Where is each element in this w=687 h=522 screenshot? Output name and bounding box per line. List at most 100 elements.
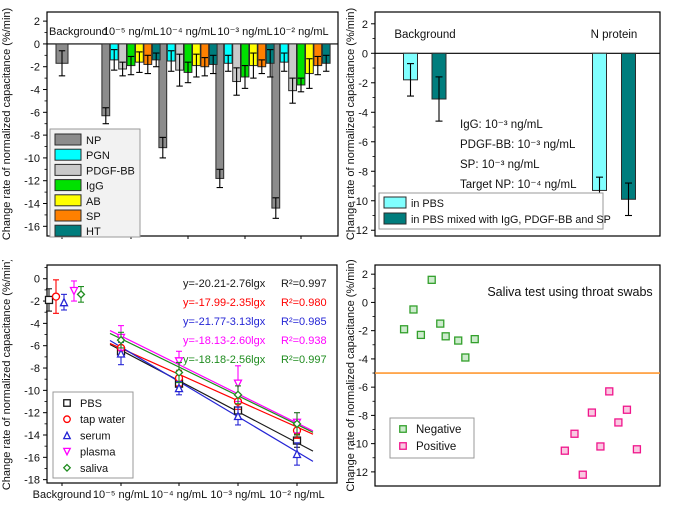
legend-label: SP: [86, 211, 101, 223]
annotation-line: SP: 10⁻³ ng/mL: [460, 159, 540, 171]
data-point-saliva: [174, 368, 184, 377]
fit-r-squared: R²=0.997: [281, 278, 327, 290]
y-tick-label: -16: [24, 452, 40, 464]
x-tick-label: 10⁻⁵ ng/mL: [93, 489, 149, 501]
fit-equation: y=-17.99-2.35lgx: [183, 297, 266, 309]
y-tick-label: -2: [358, 326, 368, 338]
plot-frame: [374, 264, 661, 487]
y-tick-label: -16: [24, 221, 40, 233]
plot-frame: [46, 264, 338, 484]
legend-marker-negative: [399, 425, 407, 433]
y-tick-label: -10: [352, 439, 368, 451]
data-point-negative: [441, 332, 450, 341]
bar-np: [101, 43, 111, 117]
data-point-positive: [632, 445, 642, 454]
data-point-saliva: [233, 390, 243, 400]
data-point-negative: [399, 325, 409, 334]
data-point-plasma: [174, 357, 184, 367]
y-tick-label: 0: [34, 39, 40, 51]
fit-equation: y=-20.21-2.76lgx: [183, 278, 266, 290]
data-point-positive: [587, 408, 597, 417]
panel-title: Saliva test using throat swabs: [487, 285, 652, 299]
fit-equation: y=-18.18-2.56lgx: [183, 354, 266, 366]
y-tick-label: 0: [362, 297, 368, 309]
annotation-line: IgG: 10⁻³ ng/mL: [460, 119, 543, 131]
bar-n-protein: [592, 52, 607, 191]
panel-c-calibration-scatter-chart: 0 -2 -4 -6 -8 -10 -12 -14 -16 -18 Change rate of n…: [1, 260, 338, 501]
legend-marker-saliva: [62, 463, 72, 472]
legend-label: saliva: [80, 463, 109, 475]
group-label: 10⁻⁴ ng/mL: [160, 26, 216, 38]
data-point-negative: [454, 336, 463, 345]
legend-swatch-pdgf-bb: [54, 163, 82, 176]
x-tick-label: 10⁻⁴ ng/mL: [151, 489, 207, 501]
legend-label: serum: [80, 430, 111, 442]
y-tick-label: -6: [358, 382, 368, 394]
annotation-line: Target NP: 10⁻⁴ ng/mL: [460, 179, 577, 191]
y-tick-label: -4: [358, 354, 368, 366]
y-tick-label: -8: [358, 166, 368, 178]
fit-line-tap-water: [109, 342, 314, 435]
fit-line-saliva: [109, 332, 314, 433]
data-point-saliva: [116, 335, 126, 345]
legend-label: in PBS: [411, 198, 444, 210]
legend-label: Negative: [416, 424, 461, 436]
y-tick-label: -8: [30, 363, 40, 375]
x-tick-label: Background: [33, 489, 92, 501]
data-point-PBS: [44, 295, 54, 305]
group-label: N protein: [591, 29, 638, 41]
x-tick-label: 10⁻² ng/mL: [269, 489, 324, 501]
fit-r-squared: R²=0.980: [281, 297, 327, 309]
data-point-serum: [59, 297, 69, 307]
y-axis-label: Change rate of normalized capacitance (%…: [1, 260, 13, 490]
legend-marker-positive: [399, 442, 407, 450]
y-tick-label: -2: [30, 62, 40, 74]
fit-line-PBS: [109, 343, 314, 452]
legend-label: PBS: [80, 398, 102, 410]
y-axis-label: Change rate of normalized capacitance (%…: [1, 8, 13, 240]
fit-line-plasma: [109, 330, 314, 432]
y-tick-label: 0: [34, 274, 40, 286]
legend-label: PGN: [86, 150, 110, 162]
y-tick-label: -2: [358, 78, 368, 90]
data-point-negative: [416, 330, 426, 340]
legend-swatch: [383, 212, 407, 225]
fit-r-squared: R²=0.938: [281, 335, 327, 347]
y-tick-label: -10: [352, 196, 368, 208]
data-point-positive: [605, 387, 614, 396]
y-tick-label: -2: [30, 296, 40, 308]
y-axis-label: Change rate of normalized capacitance (%…: [345, 8, 357, 240]
legend-label: PDGF-BB: [86, 165, 135, 177]
legend-label: plasma: [80, 447, 116, 459]
data-point-positive: [596, 442, 605, 451]
legend-swatch-np: [54, 133, 82, 146]
legend-swatch-igg: [54, 179, 82, 192]
y-tick-label: -14: [24, 199, 40, 211]
group-label: 10⁻² ng/mL: [273, 26, 328, 38]
legend-label: AB: [86, 196, 101, 208]
y-tick-label: 2: [34, 16, 40, 28]
data-point-serum: [233, 411, 243, 421]
legend-marker-PBS: [63, 399, 71, 407]
fit-r-squared: R²=0.997: [281, 354, 327, 366]
data-point-positive: [578, 470, 587, 479]
y-tick-label: -6: [358, 137, 368, 149]
legend-box: [389, 417, 475, 459]
y-tick-label: -12: [24, 408, 40, 420]
legend-swatch-pgn: [54, 148, 82, 161]
data-point-saliva: [292, 419, 302, 429]
y-tick-label: -4: [30, 85, 40, 97]
plot-frame: [374, 11, 661, 237]
y-tick-label: -4: [358, 107, 368, 119]
y-tick-label: 0: [362, 48, 368, 60]
data-point-negative: [461, 353, 470, 362]
legend-label: IgG: [86, 181, 104, 193]
y-axis-label: Change rate of normalized capacitance (%…: [345, 260, 357, 492]
y-tick-label: -18: [24, 475, 40, 487]
group-label: 10⁻³ ng/mL: [217, 26, 272, 38]
data-point-negative: [409, 305, 418, 314]
fit-equation: y=-21.77-3.13lgx: [183, 316, 266, 328]
